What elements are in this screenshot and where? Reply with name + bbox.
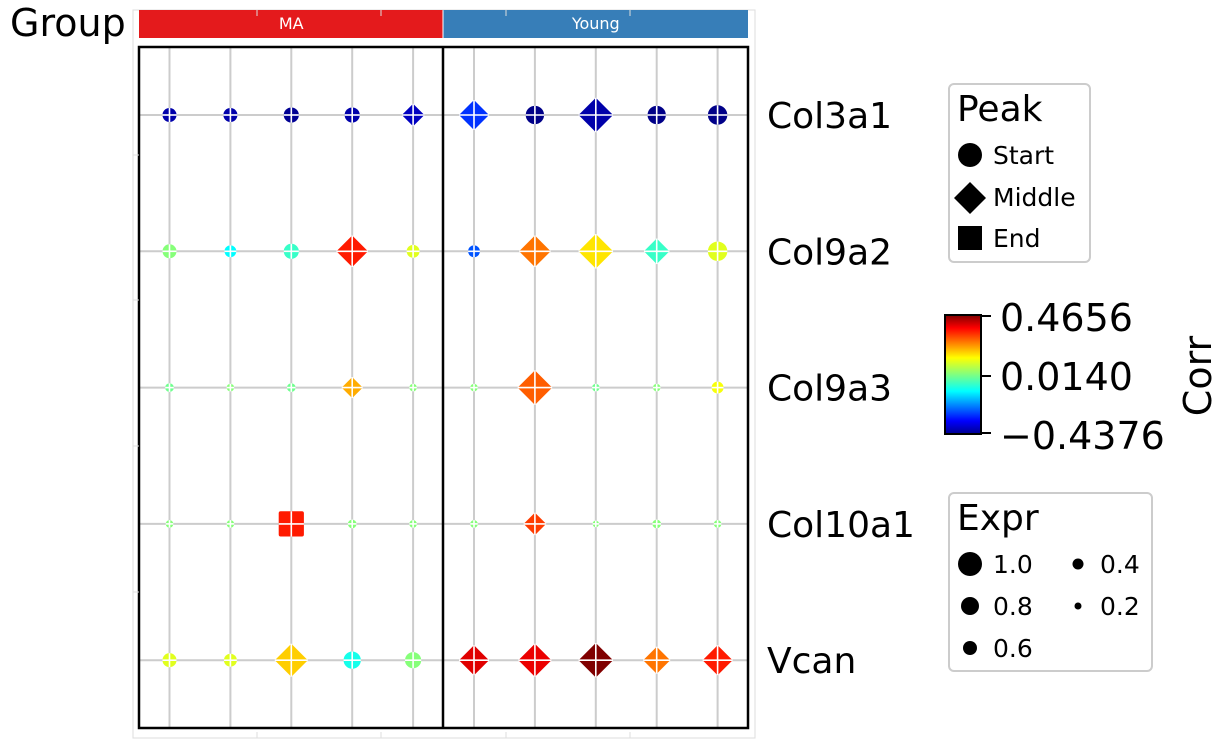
peak-legend-label-middle: Middle	[993, 183, 1076, 212]
expr-legend-box	[948, 492, 1153, 672]
axis-ticks	[133, 10, 631, 738]
colorbar-tick-label-min: −0.4376	[1000, 414, 1165, 458]
group-header-bars: MA Young	[139, 10, 748, 38]
expr-legend-label-0-6: 0.6	[993, 634, 1033, 663]
peak-legend-title: Peak	[957, 89, 1043, 130]
group-bar-ma	[139, 10, 443, 38]
colorbar-tick-label-mid: 0.0140	[1000, 355, 1133, 399]
data-markers	[162, 97, 733, 678]
diamond-shape-icon	[954, 182, 986, 214]
expr-size-dot-0-2	[1074, 602, 1082, 610]
gene-label-col10a1: Col10a1	[767, 505, 915, 546]
expr-legend-label-1-0: 1.0	[993, 550, 1033, 579]
peak-legend: Peak Start Middle End	[948, 83, 1091, 263]
peak-legend-label-start: Start	[993, 141, 1054, 170]
expr-legend-label-0-8: 0.8	[993, 592, 1033, 621]
expr-legend: Expr 1.0 0.8 0.6 0.4 0.2	[948, 492, 1153, 672]
group-axis-label: Group	[10, 1, 126, 45]
group-label-young: Young	[571, 14, 620, 33]
gene-label-col3a1: Col3a1	[767, 96, 892, 137]
expr-size-dot-0-4	[1072, 558, 1084, 570]
expr-legend-label-0-2: 0.2	[1100, 592, 1140, 621]
expr-legend-title: Expr	[957, 498, 1039, 539]
expr-size-dot-1-0	[958, 552, 982, 576]
expr-size-dot-0-6	[963, 641, 977, 655]
gene-label-col9a2: Col9a2	[767, 232, 892, 273]
square-shape-icon	[958, 226, 982, 250]
group-label-ma: MA	[279, 14, 304, 33]
gene-label-vcan: Vcan	[767, 641, 856, 682]
peak-legend-label-end: End	[993, 224, 1041, 253]
expr-size-dot-0-8	[961, 597, 979, 615]
corr-colorbar: 0.4656 0.0140 −0.4376 Corr	[944, 296, 1220, 458]
group-bar-young	[443, 10, 748, 38]
expr-legend-label-0-4: 0.4	[1100, 550, 1140, 579]
gene-labels: Col3a1 Col9a2 Col9a3 Col10a1 Vcan	[767, 96, 915, 682]
peak-legend-box	[948, 83, 1091, 263]
colorbar-title: Corr	[1176, 335, 1220, 416]
colorbar-tick-label-max: 0.4656	[1000, 296, 1133, 340]
gene-label-col9a3: Col9a3	[767, 369, 892, 410]
circle-shape-icon	[958, 143, 982, 167]
colorbar-gradient	[944, 314, 982, 435]
